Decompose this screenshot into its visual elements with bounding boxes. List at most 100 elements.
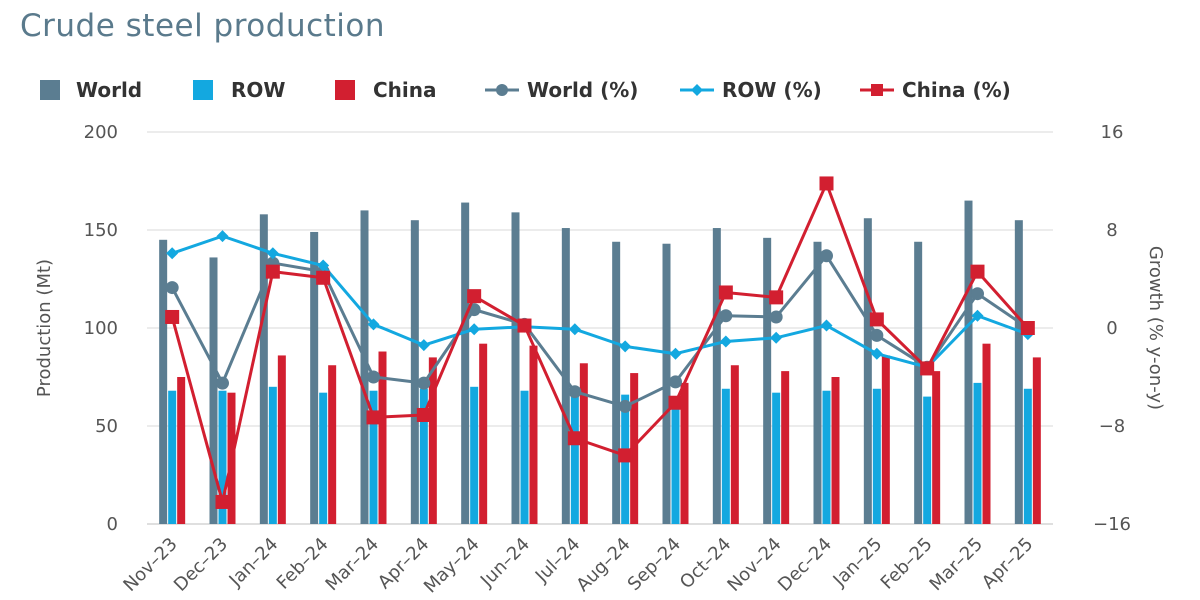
- point-row: [619, 340, 632, 353]
- y-tick-label-left: 150: [84, 220, 118, 241]
- x-tick-label: Dec–23: [170, 534, 232, 596]
- bar-world: [461, 202, 470, 524]
- bar-china: [277, 355, 286, 524]
- bar-china: [932, 371, 941, 524]
- legend-item-china-pct[interactable]: China (%): [860, 76, 1011, 104]
- legend-item-row-pct[interactable]: ROW (%): [680, 76, 822, 104]
- bar-row: [872, 388, 881, 524]
- point-row: [367, 318, 380, 331]
- legend-label-world-pct: World (%): [527, 78, 639, 102]
- legend-label-world: World: [76, 78, 143, 102]
- point-china: [869, 312, 884, 327]
- bar-row: [268, 386, 277, 524]
- legend-swatch-row: [193, 80, 213, 100]
- legend-item-world-pct[interactable]: World (%): [485, 76, 638, 104]
- bar-world: [964, 200, 973, 524]
- bar-row: [218, 390, 227, 524]
- bar-china: [982, 343, 991, 524]
- point-row: [317, 259, 330, 272]
- legend-item-row[interactable]: ROW: [193, 76, 285, 104]
- x-tick-label: Mar–24: [322, 534, 383, 595]
- bar-world: [511, 212, 520, 525]
- point-china: [215, 494, 230, 509]
- x-tick-label: Jun–24: [476, 534, 534, 592]
- bar-row: [671, 398, 680, 524]
- x-tick-label: Mar–25: [926, 534, 987, 595]
- point-china: [920, 361, 935, 376]
- point-world: [417, 376, 431, 390]
- bar-china: [730, 365, 739, 524]
- legend-label-china-pct: China (%): [902, 78, 1011, 102]
- y-tick-label-left: 0: [107, 514, 118, 535]
- bar-china: [177, 377, 186, 524]
- point-china: [366, 410, 381, 425]
- line-world: [170, 254, 1029, 408]
- line-china: [170, 181, 1029, 504]
- x-tick-label: Jan–24: [225, 534, 283, 592]
- bar-row: [721, 388, 730, 524]
- point-world: [165, 281, 179, 295]
- line-row: [171, 234, 1029, 369]
- bar-world: [712, 228, 721, 525]
- point-row: [266, 247, 279, 260]
- bar-china: [328, 365, 337, 524]
- x-tick-label: Sep–24: [624, 534, 685, 595]
- point-world: [769, 310, 783, 324]
- bar-china: [428, 357, 437, 524]
- x-tick-label: Aug–24: [572, 534, 634, 596]
- y-tick-label-right: −8: [1099, 416, 1126, 437]
- bar-world: [1014, 220, 1023, 524]
- point-china: [467, 289, 482, 304]
- y-tick-label-right: 8: [1106, 220, 1117, 241]
- x-tick-label: Nov–24: [723, 534, 785, 596]
- bar-world: [410, 220, 419, 524]
- legend-swatch-china: [335, 80, 355, 100]
- point-china: [718, 285, 733, 300]
- point-row: [568, 323, 581, 336]
- y-axis-title-left: Production (Mt): [34, 259, 55, 397]
- bar-world: [209, 257, 218, 524]
- chart-title: Crude steel production: [20, 8, 386, 44]
- point-china: [416, 407, 431, 422]
- bar-china: [881, 355, 890, 524]
- legend-label-row-pct: ROW (%): [722, 78, 822, 102]
- point-world: [568, 385, 582, 399]
- bar-world: [159, 239, 168, 525]
- y-tick-label-left: 200: [84, 122, 118, 143]
- point-china: [165, 309, 180, 324]
- point-china: [970, 264, 985, 279]
- legend-item-world[interactable]: World: [40, 76, 142, 104]
- legend-label-row: ROW: [231, 78, 286, 102]
- legend-swatch-world: [40, 80, 60, 100]
- y-tick-label-right: 0: [1106, 318, 1117, 339]
- bar-series-row: [168, 382, 1032, 524]
- point-row: [216, 230, 229, 243]
- bar-row: [369, 390, 378, 524]
- bar-world: [259, 214, 268, 524]
- x-tick-label: Apr–25: [978, 534, 1037, 593]
- bar-world: [662, 243, 671, 524]
- bar-world: [360, 210, 369, 524]
- legend-item-china[interactable]: China: [335, 76, 437, 104]
- point-china: [819, 176, 834, 191]
- bar-world: [612, 241, 621, 524]
- y-tick-label-right: −16: [1093, 514, 1131, 535]
- line-series-china: [165, 176, 1035, 509]
- bar-china: [831, 377, 840, 524]
- point-world: [367, 370, 380, 384]
- x-tick-label: Feb–25: [877, 534, 937, 594]
- point-china: [769, 290, 784, 305]
- point-row: [417, 339, 430, 352]
- bar-china: [680, 382, 689, 524]
- bar-china: [630, 373, 639, 524]
- point-row: [669, 347, 682, 360]
- bar-row: [973, 382, 982, 524]
- point-row: [770, 331, 783, 344]
- bar-world: [561, 228, 570, 525]
- bar-row: [319, 392, 328, 524]
- bar-world: [914, 241, 923, 524]
- bar-row: [772, 392, 781, 524]
- point-china: [265, 264, 280, 279]
- y-tick-label-left: 100: [84, 318, 118, 339]
- legend-swatch-row-pct: [680, 84, 714, 96]
